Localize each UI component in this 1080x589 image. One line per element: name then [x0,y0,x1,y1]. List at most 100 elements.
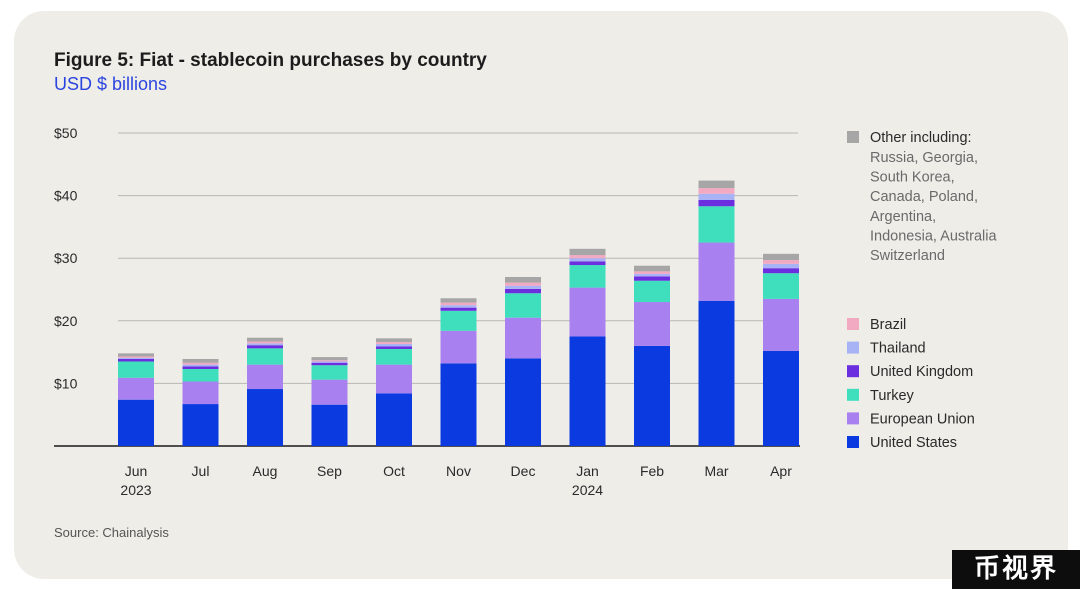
bar-segment [763,273,799,299]
bar-segment [311,360,348,362]
bar-segment [247,343,283,346]
bar-segment [247,364,283,390]
legend-swatch [847,412,859,425]
legend-other-detail: Russia, Georgia, [870,150,978,166]
legend-swatch [847,318,859,330]
bar-segment [311,357,348,361]
bar-segment [247,348,283,365]
x-tick-label: Aug [253,463,278,479]
bar-segment [376,343,412,347]
legend-label: United States [870,435,957,451]
bar-segment [698,188,735,194]
bar-segment [440,363,477,446]
bar-segment [118,358,154,362]
bar-segment [763,260,799,264]
legend-label-other: Other including: [870,130,972,146]
bar-segment [634,276,670,281]
bar-segment [376,364,412,394]
legend-label: European Union [870,411,975,427]
y-tick-label: $10 [54,375,78,391]
bar-segment [118,361,154,378]
x-tick-label: Oct [383,463,405,479]
bar-segment [569,255,606,259]
bar-segment [247,341,283,344]
bar-segment [247,337,283,342]
bar-segment [311,361,348,363]
legend-label: Brazil [870,317,906,333]
bar-segment [182,381,219,405]
y-tick-label: $20 [54,313,78,329]
bar-segment [118,377,154,400]
bar-segment [376,393,412,446]
legend-swatch [847,436,859,448]
bar-segment [182,369,219,382]
legend-swatch [847,365,859,378]
bar-segment [569,287,606,337]
bar-segment [376,342,412,344]
bar-segment [569,336,606,446]
bar-segment [376,338,412,343]
bar-segment [118,356,154,358]
bar-segment [698,300,735,446]
x-tick-label: Nov [446,463,471,479]
y-tick-label: $30 [54,250,78,266]
bar-segment [182,364,219,367]
bar-segment [569,258,606,262]
bar-segment [311,379,348,405]
legend-label: Turkey [870,388,915,404]
legend-swatch [847,388,859,401]
bar-segment [698,206,735,243]
y-tick-label: $50 [54,125,78,141]
bar-segment [182,404,219,446]
bar-segment [634,280,670,303]
bar-segment [440,310,477,331]
bar-segment [505,282,541,286]
bar-segment [376,346,412,349]
bar-segment [569,261,606,266]
bar-segment [311,404,348,446]
bar-segment [118,353,154,357]
bar-segment [440,305,477,308]
bar-segment [698,193,735,200]
bar-segment [376,348,412,365]
bar-segment [440,298,477,303]
bar-segment [182,358,219,363]
bar-segment [505,317,541,359]
legend-other-detail: South Korea, [870,170,955,186]
bar-segment [440,330,477,364]
x-tick-year-label: 2024 [572,482,603,498]
bar-segment [311,365,348,380]
legend-other-detail: Indonesia, Australia [870,228,997,244]
bar-segment [763,263,799,269]
chart-subtitle: USD $ billions [54,74,167,94]
bar-segment [569,265,606,288]
bar-segment [118,357,154,359]
chart-title: Figure 5: Fiat - stablecoin purchases by… [54,50,487,71]
bar-segment [698,199,735,207]
watermark-logo: 币视界 [952,550,1080,589]
bar-segment [763,298,799,351]
x-tick-label: Dec [511,463,536,479]
bar-segment [634,273,670,277]
bar-segment [440,307,477,311]
bar-segment [763,253,799,261]
x-tick-label: Feb [640,463,664,479]
y-tick-label: $40 [54,188,78,204]
legend-swatch [847,341,859,354]
legend-other-detail: Argentina, [870,209,936,225]
bar-segment [698,242,735,301]
x-tick-label: Apr [770,463,792,479]
legend-label: United Kingdom [870,364,973,380]
x-tick-label: Sep [317,463,342,479]
bar-segment [505,276,541,283]
bar-segment [182,366,219,370]
bar-segment [505,288,541,294]
bar-segment [763,268,799,274]
bar-segment [698,180,735,189]
bar-segment [634,345,670,446]
bar-segment [505,358,541,446]
bar-segment [634,265,670,272]
bar-segment [505,285,541,289]
bar-segment [763,350,799,446]
